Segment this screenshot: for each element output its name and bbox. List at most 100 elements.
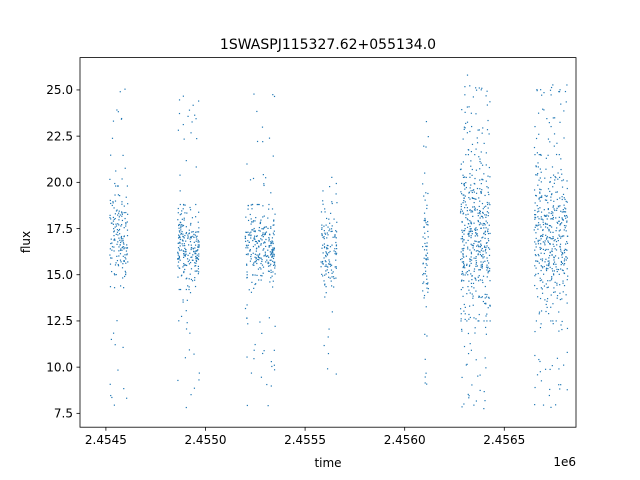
data-point bbox=[323, 238, 325, 240]
data-point bbox=[180, 224, 182, 226]
data-point bbox=[553, 263, 555, 266]
data-point bbox=[271, 251, 273, 253]
data-point bbox=[470, 230, 472, 232]
data-point bbox=[335, 252, 338, 254]
data-point bbox=[479, 179, 481, 181]
data-point bbox=[566, 187, 568, 190]
data-point bbox=[124, 254, 126, 256]
data-point bbox=[185, 240, 187, 242]
data-point bbox=[469, 260, 471, 262]
data-point bbox=[539, 191, 541, 193]
data-point bbox=[560, 168, 562, 171]
data-point bbox=[556, 198, 558, 201]
data-point bbox=[194, 114, 196, 116]
data-point bbox=[467, 393, 469, 396]
data-point bbox=[322, 263, 324, 265]
data-point bbox=[177, 242, 179, 244]
data-point bbox=[195, 166, 197, 168]
data-point bbox=[425, 306, 427, 308]
data-point bbox=[467, 149, 469, 151]
data-point bbox=[486, 241, 488, 244]
data-point bbox=[475, 113, 477, 115]
data-point bbox=[188, 109, 191, 111]
data-point bbox=[255, 261, 257, 263]
data-point bbox=[426, 278, 428, 280]
data-point bbox=[247, 244, 249, 246]
data-point bbox=[189, 273, 191, 275]
data-point bbox=[335, 244, 338, 246]
data-point bbox=[425, 254, 427, 256]
data-point bbox=[246, 271, 248, 273]
data-point bbox=[555, 404, 557, 406]
data-point bbox=[464, 274, 466, 276]
data-point bbox=[487, 191, 489, 193]
data-point bbox=[192, 235, 194, 237]
data-point bbox=[475, 263, 477, 265]
data-point bbox=[326, 217, 328, 220]
data-point bbox=[555, 263, 557, 265]
data-point bbox=[534, 241, 536, 243]
data-point bbox=[122, 154, 124, 157]
data-point bbox=[334, 234, 336, 236]
data-point bbox=[184, 234, 186, 237]
data-point bbox=[558, 311, 560, 313]
data-point bbox=[186, 277, 188, 279]
data-point bbox=[115, 262, 117, 264]
data-point bbox=[559, 298, 561, 301]
data-point bbox=[250, 218, 252, 220]
x-tick-label: 2.4565 bbox=[483, 433, 525, 447]
data-point bbox=[127, 213, 129, 215]
data-point bbox=[179, 174, 181, 176]
data-point bbox=[273, 248, 276, 250]
data-point bbox=[246, 277, 248, 279]
data-point bbox=[560, 210, 562, 212]
data-point bbox=[327, 271, 330, 274]
data-point bbox=[484, 245, 486, 247]
data-point bbox=[483, 142, 485, 145]
data-point bbox=[120, 118, 123, 120]
data-point bbox=[469, 130, 471, 133]
data-point bbox=[548, 262, 550, 264]
data-point bbox=[460, 203, 462, 205]
data-point bbox=[561, 328, 563, 331]
data-point bbox=[184, 254, 186, 256]
data-point bbox=[109, 199, 111, 202]
data-point bbox=[554, 291, 556, 293]
data-point bbox=[534, 194, 537, 197]
data-point bbox=[539, 371, 541, 373]
data-point bbox=[558, 368, 560, 370]
data-point bbox=[117, 194, 120, 196]
data-point bbox=[471, 278, 473, 281]
y-tick-label: 22.5 bbox=[46, 129, 73, 143]
data-point bbox=[552, 263, 555, 265]
data-point bbox=[469, 173, 471, 175]
data-point bbox=[327, 244, 329, 247]
data-point bbox=[267, 265, 270, 267]
data-point bbox=[470, 228, 472, 230]
data-point bbox=[462, 239, 464, 241]
data-point bbox=[113, 207, 115, 209]
data-point bbox=[472, 189, 474, 192]
data-point bbox=[328, 259, 330, 261]
data-point bbox=[473, 287, 475, 289]
y-axis-label: flux bbox=[19, 231, 33, 253]
data-point bbox=[472, 295, 474, 297]
data-point bbox=[125, 258, 127, 260]
data-point bbox=[480, 191, 482, 194]
data-point bbox=[252, 252, 254, 254]
data-point bbox=[325, 270, 327, 272]
data-point bbox=[563, 264, 565, 266]
data-point bbox=[271, 286, 274, 288]
data-point bbox=[546, 237, 548, 239]
data-point bbox=[466, 74, 469, 76]
data-point bbox=[484, 293, 486, 295]
data-point bbox=[194, 251, 196, 253]
data-point bbox=[334, 251, 337, 253]
data-point bbox=[539, 280, 541, 282]
data-point bbox=[180, 315, 183, 318]
data-point bbox=[475, 169, 478, 171]
data-point bbox=[473, 270, 475, 272]
data-point bbox=[537, 243, 540, 245]
data-point bbox=[464, 111, 466, 113]
data-point bbox=[125, 273, 127, 276]
